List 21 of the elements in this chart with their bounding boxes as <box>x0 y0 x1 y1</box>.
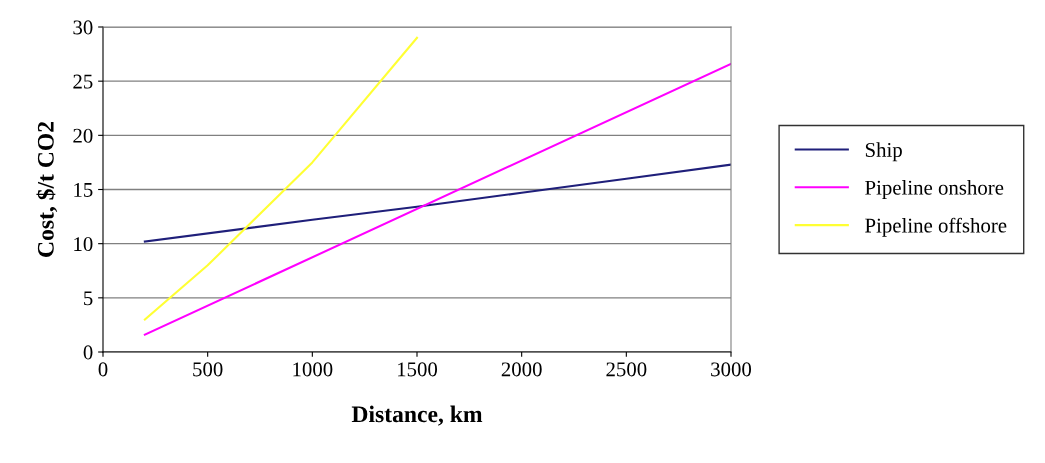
y-tick-label: 5 <box>84 291 93 306</box>
x-tick-label: 500 <box>193 362 223 377</box>
y-tick-label: 15 <box>74 182 93 197</box>
y-tick-label: 0 <box>83 345 93 360</box>
x-tick-label: 1500 <box>398 362 438 377</box>
x-tick-label: 3000 <box>711 362 752 377</box>
y-tick-label: 20 <box>73 128 93 143</box>
x-axis-title: Distance, km <box>351 405 483 426</box>
legend-label: Ship <box>865 142 902 162</box>
legend-label: Pipeline onshore <box>865 180 1004 199</box>
legend-label: Pipeline offshore <box>865 217 1007 237</box>
x-tick-label: 1000 <box>293 362 333 377</box>
line-series <box>143 163 731 243</box>
y-axis-title: Cost, $/t CO2 <box>36 121 58 257</box>
x-tick-label: 2500 <box>606 362 647 377</box>
y-tick-label: 25 <box>73 74 93 89</box>
y-tick-label: 10 <box>74 237 93 252</box>
x-tick-label: 2000 <box>501 362 542 377</box>
y-tick-label: 30 <box>73 20 93 35</box>
x-tick-label: 0 <box>98 362 108 377</box>
line-series <box>143 36 419 321</box>
